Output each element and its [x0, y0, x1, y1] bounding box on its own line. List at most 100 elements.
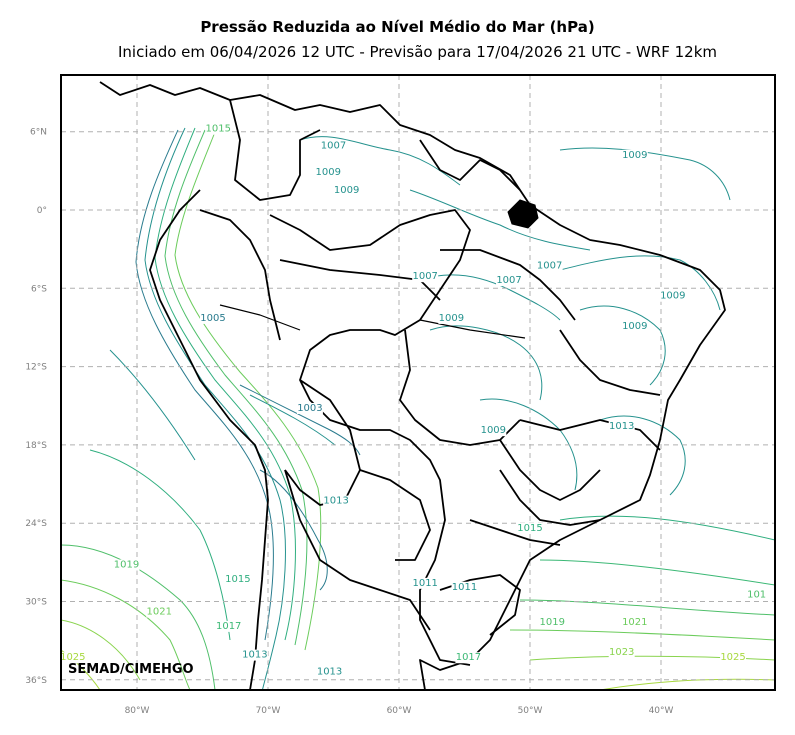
isobar-label: 1015	[517, 523, 542, 534]
state-border-sp	[499, 469, 601, 526]
isobar-label: 1009	[481, 425, 506, 436]
isobar-label-background	[205, 123, 232, 135]
lat-tick-label: 6°S	[31, 284, 47, 294]
state-border-mt	[399, 329, 521, 446]
state-border-rs	[439, 574, 521, 636]
isobar-contours	[61, 127, 775, 690]
isobar-label: 1021	[622, 617, 647, 628]
rondonia-line	[419, 319, 526, 339]
lon-tick-label: 60°W	[387, 706, 412, 716]
isobar-label-background	[412, 271, 439, 283]
lon-tick-label: 70°W	[256, 706, 281, 716]
lat-tick-label: 30°S	[25, 598, 47, 608]
isobar-label: 1011	[412, 578, 437, 589]
isobar-label-background	[146, 606, 173, 618]
isobar-label: 1009	[439, 313, 464, 324]
isobar-label-background	[333, 185, 360, 197]
isobar-label: 1013	[323, 496, 348, 507]
isobar-label: 1017	[216, 621, 241, 632]
isobar-label-background	[241, 649, 268, 661]
isobar-label: 1025	[60, 652, 85, 663]
isobar-label-background	[659, 290, 686, 302]
isobar-label-background	[215, 620, 242, 632]
isobar-label: 1009	[622, 150, 647, 161]
lon-tick-label: 50°W	[518, 706, 543, 716]
isobar-label-background	[517, 523, 543, 535]
isobar-label: 1005	[200, 313, 225, 324]
isobar-label-background	[621, 616, 648, 628]
guianas-border	[419, 139, 521, 191]
atlantic-isobars	[509, 515, 775, 690]
political-borders	[99, 81, 726, 690]
argentina-border	[284, 469, 431, 631]
isobar-label: 1013	[242, 650, 267, 661]
isobar-label-background	[315, 166, 342, 178]
longitude-tick-labels: 80°W 70°W 60°W 50°W 40°W	[125, 706, 674, 716]
isobar-label-background	[320, 140, 347, 152]
andes-isobar-band	[135, 127, 361, 690]
map-title: Pressão Reduzida ao Nível Médio do Mar (…	[200, 18, 595, 36]
isobar-label-background	[296, 402, 323, 414]
lat-tick-label: 6°N	[30, 128, 47, 138]
isobar-label: 1015	[225, 574, 250, 585]
lon-tick-label: 80°W	[125, 706, 150, 716]
isobar-label-background	[536, 260, 563, 272]
state-border-mg	[519, 419, 661, 451]
isobar-label: 1023	[609, 647, 634, 658]
paraguay-border	[359, 469, 431, 561]
isobar-label-background	[720, 652, 747, 664]
isobar-label-background	[455, 652, 482, 664]
lat-tick-label: 0°	[37, 206, 47, 216]
isobar-label-background	[316, 666, 343, 678]
isobar-label: 101	[747, 590, 766, 601]
latitude-tick-labels: 6°N 0° 6°S 12°S 18°S 24°S 30°S 36°S	[25, 128, 47, 686]
isobar-label-background	[451, 581, 478, 593]
isobar-label-background	[438, 312, 465, 324]
lat-tick-label: 12°S	[25, 363, 47, 373]
isobar-label-background	[224, 573, 251, 585]
colombia-venezuela-border	[229, 99, 321, 201]
isobar-label-background	[199, 312, 226, 324]
credit-label: SEMAD/CIMEHGO	[68, 662, 194, 677]
isobar-label: 1015	[205, 124, 230, 135]
isobar-label: 1003	[297, 403, 322, 414]
isobar-label-background	[608, 647, 635, 659]
isobar-label-background	[621, 149, 648, 161]
peru-border	[199, 209, 281, 341]
isobar-label-background	[323, 495, 350, 507]
state-border-go	[499, 439, 601, 501]
isobar-label-background	[412, 577, 439, 589]
isobar-label: 1019	[540, 617, 565, 628]
map-frame	[60, 74, 776, 691]
isobar-label: 1007	[496, 275, 521, 286]
isobar-label: 1013	[317, 667, 342, 678]
bolivia-border	[284, 379, 361, 506]
lat-tick-label: 36°S	[25, 676, 47, 686]
isobar-label-background	[496, 275, 523, 287]
isobar-label-background	[480, 425, 507, 437]
isobar-label: 1009	[316, 167, 341, 178]
lon-tick-label: 40°W	[649, 706, 674, 716]
isobar-label-group: 1015 1007 1009 1009 1009 1007 1007 1007 1009 1009…	[59, 123, 770, 678]
continent-coastline	[99, 81, 726, 690]
state-border-pa	[440, 249, 576, 321]
map-subtitle: Iniciado em 06/04/2026 12 UTC - Previsão…	[117, 43, 718, 61]
isobar-label: 1025	[720, 652, 745, 663]
isobar-label-background	[608, 421, 635, 433]
isobar-label-background	[621, 320, 648, 332]
state-border-ba	[559, 329, 661, 396]
lat-tick-label: 24°S	[25, 519, 47, 529]
isobar-label: 1009	[660, 291, 685, 302]
isobar-label: 1017	[456, 652, 481, 663]
isobar-label: 1019	[114, 560, 139, 571]
pacific-isobars	[61, 349, 231, 690]
brazil-border	[269, 209, 471, 666]
lat-lon-gridlines	[61, 75, 775, 690]
amazon-river-mouth	[507, 199, 539, 229]
isobar-label-background	[539, 616, 566, 628]
amazon-isobars	[299, 136, 731, 496]
isobar-label: 1009	[622, 321, 647, 332]
isobar-label: 1011	[452, 582, 477, 593]
lat-tick-label: 18°S	[25, 441, 47, 451]
